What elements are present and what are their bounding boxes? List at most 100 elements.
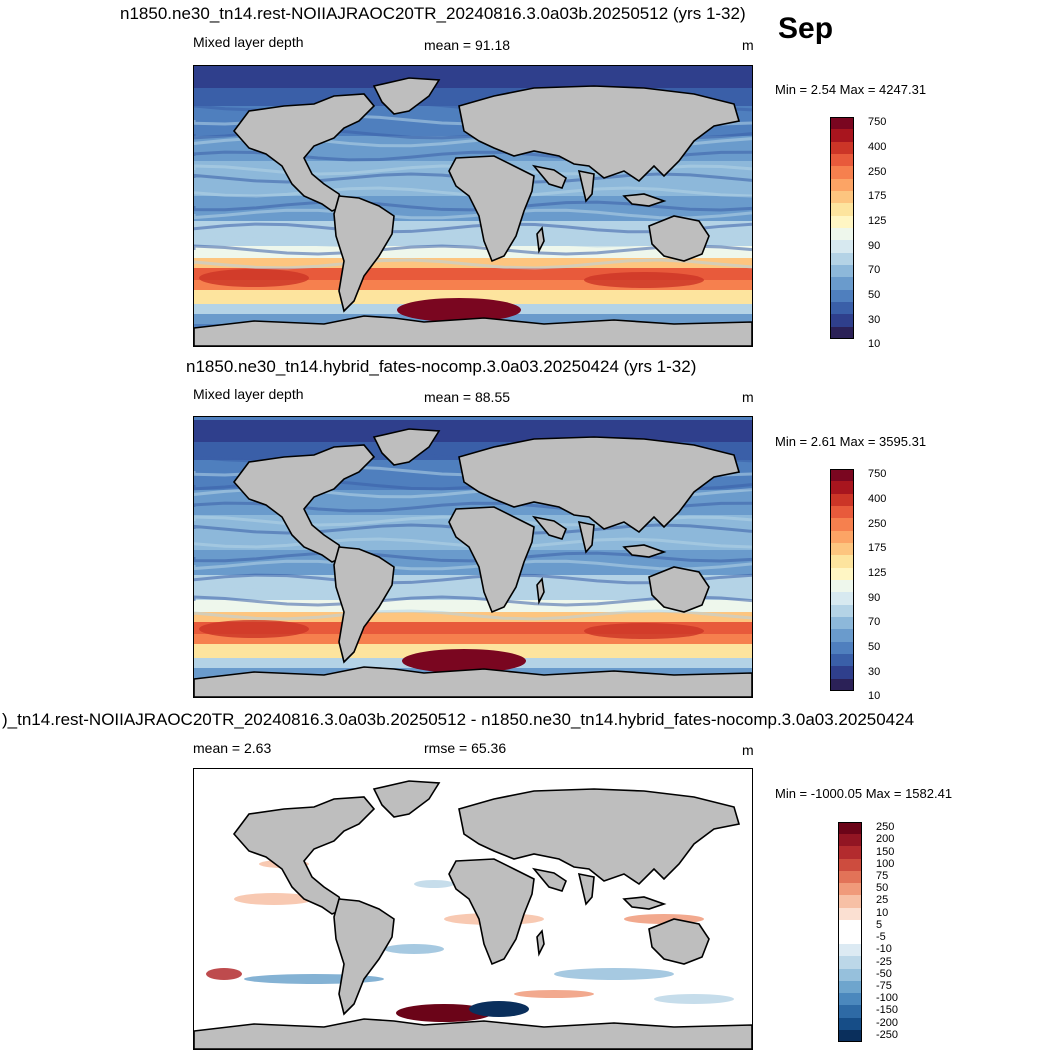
panel2-variable-label: Mixed layer depth — [193, 386, 304, 402]
colorbar-swatch — [830, 654, 854, 667]
colorbar-label: 50 — [868, 640, 881, 653]
colorbar-swatch — [838, 846, 862, 860]
panel1-mean-label: mean = 91.18 — [424, 37, 511, 53]
colorbar-swatch — [830, 141, 854, 155]
panel3-units: m — [742, 742, 754, 758]
colorbar-swatch — [830, 215, 854, 229]
panel2-units: m — [742, 389, 754, 405]
colorbar-swatch — [838, 944, 862, 957]
colorbar-label: 50 — [868, 288, 881, 301]
panel3-colorbar: 250 200 150 100 75 50 25 10 5 -5 -10 -25 -50 -75 -100-… — [838, 821, 898, 1043]
colorbar-label: 250 — [868, 165, 887, 178]
colorbar-swatch — [830, 314, 854, 328]
colorbar-swatch — [838, 919, 862, 933]
colorbar-swatch — [830, 555, 854, 569]
colorbar-swatch — [830, 678, 854, 692]
colorbar-label: -75 — [876, 980, 892, 992]
colorbar-swatch — [838, 870, 862, 884]
colorbar-label: 10 — [876, 906, 889, 919]
colorbar-swatch — [830, 567, 854, 581]
panel3-map — [193, 768, 753, 1050]
panel3-mean-label: mean = 2.63 — [193, 740, 272, 756]
colorbar-label: 50 — [876, 882, 889, 895]
colorbar-swatch — [838, 822, 862, 835]
colorbar-label: 5 — [876, 918, 883, 931]
colorbar-label: 250 — [868, 517, 887, 530]
colorbar-swatch — [838, 993, 862, 1006]
colorbar-swatch — [830, 493, 854, 507]
colorbar-swatch — [830, 203, 854, 217]
colorbar-label: -10 — [876, 943, 892, 956]
colorbar-label: 30 — [868, 313, 881, 326]
colorbar-label: 400 — [868, 492, 887, 505]
colorbar-label: 90 — [868, 239, 881, 252]
panel2-map — [193, 416, 753, 698]
panel3-rmse-label: rmse = 65.36 — [424, 740, 507, 756]
colorbar-swatch — [838, 1017, 862, 1031]
colorbar-label: 90 — [868, 591, 881, 604]
colorbar-swatch — [830, 506, 854, 519]
colorbar-swatch — [830, 265, 854, 278]
colorbar-swatch — [830, 543, 854, 556]
colorbar-label: -50 — [876, 967, 892, 980]
colorbar-swatch — [838, 980, 862, 994]
colorbar-swatch — [830, 604, 854, 618]
panel2-colorbar: 750 400 250 175 125 90 70 50 30 10 — [830, 468, 886, 702]
colorbar-label: 150 — [876, 845, 895, 858]
colorbar-label: 125 — [868, 214, 887, 227]
colorbar-swatch — [830, 641, 854, 655]
colorbar-swatch — [830, 154, 854, 167]
colorbar-swatch — [830, 580, 854, 593]
colorbar-label: -150 — [876, 1004, 899, 1017]
panel3-minmax: Min = -1000.05 Max = 1582.41 — [775, 786, 953, 801]
colorbar-swatch — [838, 858, 862, 872]
colorbar-label: 10 — [868, 690, 881, 703]
panel1-colorbar: 750 400 250 175 125 90 70 50 30 10 — [830, 116, 886, 350]
colorbar-label: 125 — [868, 566, 887, 579]
colorbar-label: 175 — [868, 190, 887, 203]
colorbar-label: -200 — [876, 1016, 899, 1029]
colorbar-label: 70 — [868, 616, 881, 629]
colorbar-swatch — [830, 289, 854, 303]
colorbar-label: 750 — [868, 468, 887, 481]
colorbar-swatch — [830, 228, 854, 241]
colorbar-swatch — [830, 530, 854, 544]
colorbar-swatch — [830, 617, 854, 630]
colorbar-label: -25 — [876, 955, 892, 968]
colorbar-label: 10 — [868, 338, 881, 351]
colorbar-label: 70 — [868, 264, 881, 277]
colorbar-swatch — [830, 240, 854, 254]
panel2-title: n1850.ne30_tn14.hybrid_fates-nocomp.3.0a… — [186, 357, 697, 376]
colorbar-label: 100 — [876, 857, 895, 870]
colorbar-label: -250 — [876, 1028, 899, 1041]
colorbar-label: -5 — [876, 931, 886, 944]
colorbar-swatch — [838, 834, 862, 847]
colorbar-swatch — [830, 518, 854, 532]
panel2-minmax: Min = 2.61 Max = 3595.31 — [775, 434, 927, 449]
colorbar-label: 250 — [876, 821, 895, 834]
colorbar-swatch — [830, 191, 854, 204]
panel3-title: )_tn14.rest-NOIIAJRAOC20TR_20240816.3.0a… — [2, 710, 915, 729]
colorbar-swatch — [838, 883, 862, 896]
colorbar-swatch — [830, 252, 854, 266]
colorbar-label: 30 — [868, 665, 881, 678]
colorbar-label: -100 — [876, 992, 899, 1005]
panel2-mean-label: mean = 88.55 — [424, 389, 511, 405]
colorbar-swatch — [830, 129, 854, 143]
colorbar-swatch — [838, 1005, 862, 1019]
panel1-minmax: Min = 2.54 Max = 4247.31 — [775, 82, 927, 97]
month-label: Sep — [778, 12, 834, 45]
colorbar-swatch — [830, 666, 854, 680]
colorbar-swatch — [830, 166, 854, 180]
colorbar-label: 400 — [868, 140, 887, 153]
colorbar-swatch — [830, 117, 854, 130]
colorbar-label: 750 — [868, 116, 887, 129]
colorbar-swatch — [830, 481, 854, 495]
colorbar-swatch — [830, 178, 854, 192]
colorbar-swatch — [830, 277, 854, 291]
colorbar-swatch — [838, 932, 862, 945]
colorbar-label: 25 — [876, 894, 889, 907]
colorbar-swatch — [838, 956, 862, 970]
panel1-units: m — [742, 37, 754, 53]
colorbar-swatch — [830, 326, 854, 340]
